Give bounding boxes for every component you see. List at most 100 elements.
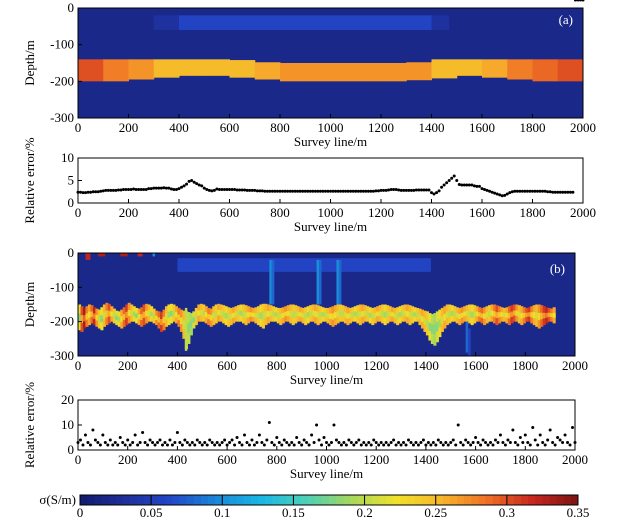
- error-point: [277, 441, 281, 444]
- spike: [336, 259, 339, 305]
- error-point: [392, 438, 396, 442]
- error-point: [377, 443, 381, 447]
- error-point: [121, 441, 125, 444]
- column-cell-inner: [251, 312, 256, 317]
- error-point: [416, 443, 420, 447]
- error-point: [404, 188, 408, 192]
- error-point: [551, 441, 555, 444]
- y-axis-label: Relative error/%: [22, 137, 37, 223]
- error-point: [491, 443, 495, 447]
- colorbar-cell: [371, 495, 380, 505]
- error-point: [96, 441, 100, 444]
- error-point: [288, 189, 292, 193]
- x-tick-label: 1800: [520, 205, 546, 220]
- column-cell-inner: [321, 312, 325, 317]
- column-cell-inner: [256, 312, 261, 319]
- error-point: [573, 0, 577, 2]
- column-cell-inner: [500, 312, 504, 317]
- error-point: [263, 189, 267, 193]
- target-layer-block: [179, 59, 205, 76]
- column-cell-inner: [348, 313, 352, 318]
- error-point: [197, 183, 201, 187]
- error-point: [356, 189, 360, 193]
- error-point: [124, 188, 128, 191]
- column-cell-inner: [542, 312, 546, 319]
- y-axis-label: Depth/m: [22, 282, 37, 328]
- x-tick-label: 600: [217, 358, 237, 373]
- column-cell-inner: [512, 310, 516, 316]
- colorbar-cell: [293, 495, 301, 505]
- error-point: [454, 443, 458, 447]
- error-point: [518, 436, 522, 439]
- error-point: [543, 189, 547, 193]
- column-cell-inner: [132, 311, 136, 317]
- spike: [316, 259, 320, 305]
- colorbar-cell: [542, 495, 550, 505]
- error-point: [551, 190, 555, 194]
- column-cell-inner: [219, 310, 223, 316]
- column-cell-inner: [492, 311, 497, 317]
- spike: [271, 259, 275, 305]
- error-point: [240, 188, 244, 192]
- column-cell-inner: [232, 312, 236, 318]
- error-point: [258, 189, 262, 193]
- column-cell-inner: [172, 310, 176, 316]
- error-point: [334, 189, 338, 193]
- y-tick-label: 0: [68, 245, 75, 260]
- column-cell-inner: [259, 312, 263, 320]
- error-point: [430, 191, 433, 195]
- error-point: [139, 188, 143, 191]
- column-cell-inner: [237, 310, 241, 316]
- error-point: [174, 188, 178, 191]
- error-point: [203, 441, 207, 444]
- error-point: [127, 188, 130, 191]
- colorbar-cell: [570, 495, 579, 505]
- error-point: [163, 441, 167, 444]
- x-tick-label: 2000: [562, 358, 588, 373]
- error-point: [371, 189, 375, 193]
- error-point: [310, 433, 314, 437]
- error-point: [278, 189, 282, 193]
- error-point: [93, 438, 97, 442]
- error-point: [493, 191, 497, 195]
- error-point: [394, 443, 398, 447]
- colorbar-cell: [286, 495, 294, 505]
- error-point: [210, 189, 214, 193]
- column-cell-inner: [326, 313, 330, 318]
- error-point: [397, 441, 401, 444]
- error-point: [389, 188, 393, 191]
- error-point: [531, 189, 534, 193]
- column-cell-inner: [537, 312, 541, 321]
- error-point: [503, 193, 507, 197]
- y-tick-label: -300: [50, 348, 74, 363]
- x-tick-label: 200: [118, 358, 138, 373]
- error-point: [282, 438, 286, 442]
- column-cell-inner: [448, 311, 452, 317]
- column-cell-inner: [338, 310, 343, 316]
- column-cell-inner: [207, 313, 211, 320]
- error-point: [429, 443, 433, 447]
- column-cell-inner: [403, 310, 407, 316]
- error-point: [526, 441, 530, 444]
- error-point: [548, 428, 552, 432]
- column-cell-inner: [396, 313, 400, 319]
- error-point: [528, 443, 532, 447]
- error-point: [215, 441, 219, 444]
- column-cell-inner: [309, 310, 313, 316]
- error-point: [488, 189, 492, 193]
- error-point: [169, 187, 173, 191]
- column-cell-inner: [391, 312, 395, 317]
- error-point: [170, 443, 174, 447]
- error-point: [182, 184, 186, 188]
- x-tick-label: 1400: [419, 205, 445, 220]
- column-cell-inner: [254, 312, 258, 318]
- error-point: [329, 441, 333, 444]
- x-tick-label: 0: [75, 452, 82, 467]
- y-tick-label: 5: [68, 173, 75, 188]
- error-point: [101, 189, 105, 193]
- error-point: [541, 441, 545, 444]
- error-point: [316, 189, 320, 193]
- column-cell-inner: [90, 311, 94, 318]
- error-point: [225, 443, 229, 447]
